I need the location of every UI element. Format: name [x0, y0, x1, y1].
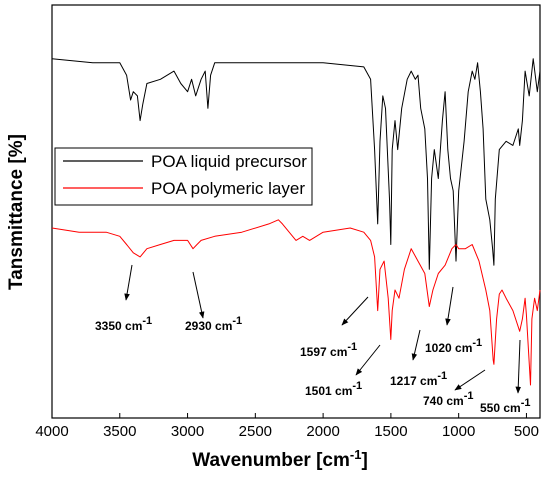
legend-label: POA polymeric layer [151, 179, 305, 198]
x-tick-label: 3500 [103, 423, 136, 440]
annotation-sup: -1 [521, 397, 531, 409]
x-tick-label: 500 [514, 423, 539, 440]
annotation-text: 1597 cm [300, 345, 347, 359]
annotation-arrow [341, 296, 369, 326]
annotation-sup: -1 [464, 390, 474, 402]
y-axis-title: Tansmittance [%] [6, 134, 27, 290]
x-axis-title: Wavenumber [cm-1] [192, 447, 368, 471]
annotation-arrow [515, 339, 522, 394]
annotation-label: 740 cm-1 [423, 390, 473, 408]
legend-box [54, 147, 313, 206]
x-axis-title-end: ] [361, 450, 367, 471]
annotation-sup: -1 [142, 315, 152, 327]
annotation-label: 1217 cm-1 [390, 370, 447, 388]
annotation-label: 1020 cm-1 [425, 337, 482, 355]
annotation-text: 2930 cm [185, 319, 232, 333]
annotation-label: 3350 cm-1 [95, 315, 152, 333]
annotation-sup: -1 [472, 337, 482, 349]
x-axis-title-main: Wavenumber [cm [192, 450, 350, 471]
annotation-arrow [192, 271, 205, 319]
legend-label: POA liquid precursor [151, 152, 307, 171]
series-line [51, 58, 541, 270]
annotation-label: 1597 cm-1 [300, 341, 357, 359]
annotation-label: 2930 cm-1 [185, 315, 242, 333]
x-tick-label: 1500 [374, 423, 407, 440]
annotation-text: 3350 cm [95, 319, 142, 333]
x-tick-label: 1000 [442, 423, 475, 440]
annotation-sup: -1 [352, 380, 362, 392]
x-tick-label: 2500 [239, 423, 272, 440]
annotation-sup: -1 [232, 315, 242, 327]
annotation-text: 740 cm [423, 394, 464, 408]
annotation-text: 550 cm [480, 401, 521, 415]
annotation-sup: -1 [437, 370, 447, 382]
annotation-text: 1501 cm [305, 384, 352, 398]
annotation-arrow [124, 264, 133, 301]
annotation-arrow [355, 344, 381, 376]
x-tick-label: 4000 [35, 423, 68, 440]
annotation-text: 1020 cm [425, 341, 472, 355]
annotation-sup: -1 [347, 341, 357, 353]
annotation-label: 1501 cm-1 [305, 380, 362, 398]
annotation-text: 1217 cm [390, 374, 437, 388]
x-axis-title-sup: -1 [350, 447, 362, 462]
annotation-arrow [454, 369, 486, 391]
plot-frame [51, 4, 541, 419]
x-tick-label: 2000 [306, 423, 339, 440]
x-tick-label: 3000 [171, 423, 204, 440]
annotation-arrow [411, 329, 421, 361]
annotation-label: 550 cm-1 [480, 397, 530, 415]
series-line [51, 219, 541, 386]
annotation-arrow [445, 286, 454, 326]
